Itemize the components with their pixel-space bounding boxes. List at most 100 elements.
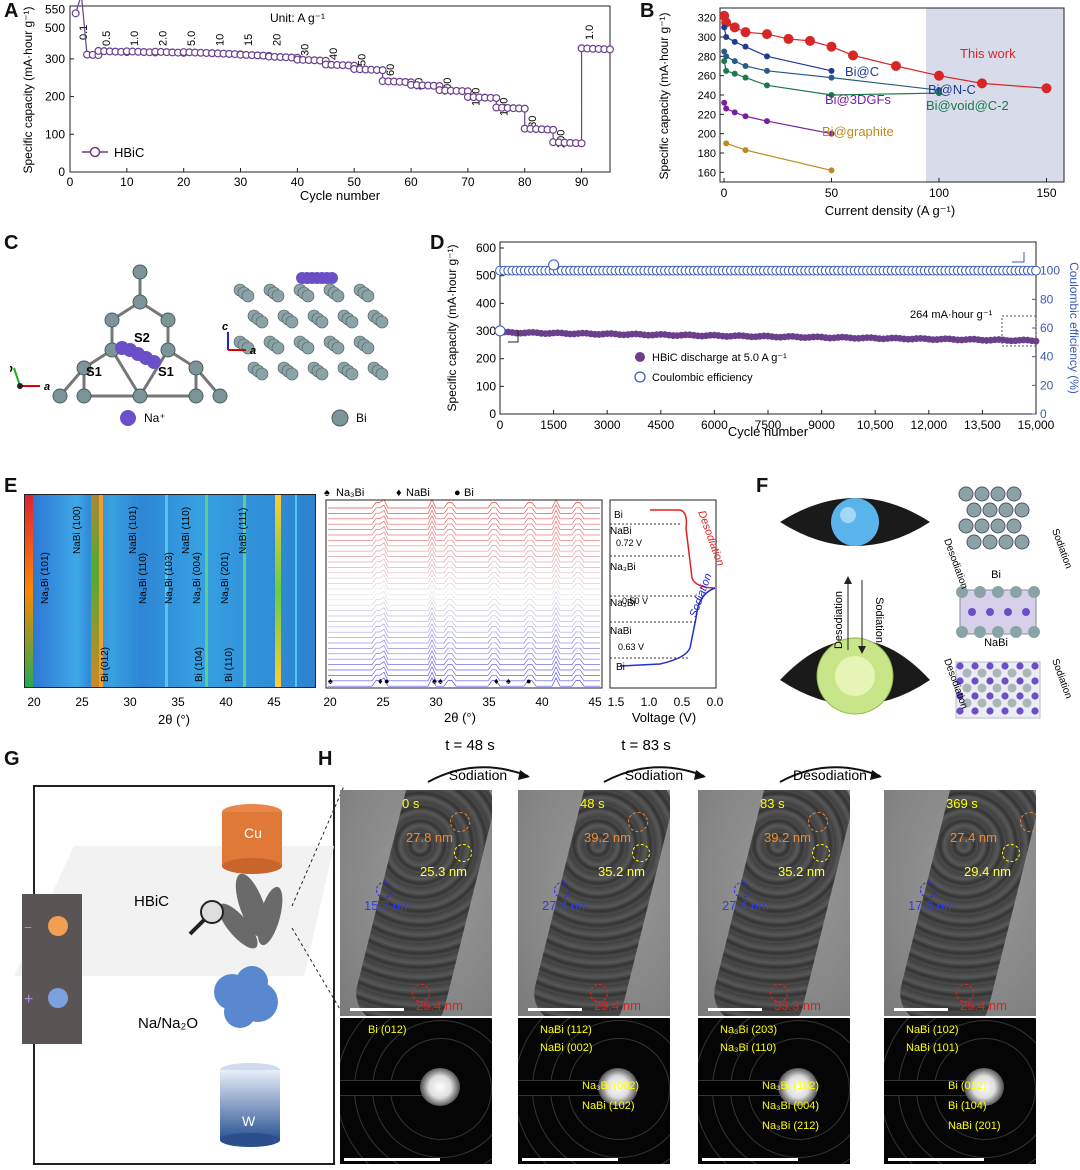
a-xtick: 90 [575,175,589,189]
bi-atom [76,388,92,404]
long-cycling-chart: 0 100 200 300 400 500 600 0 20 40 60 80 100 0 1500 30… [445,241,1080,439]
b-ytick: 280 [698,51,716,63]
a-rate-label: 40 [328,48,340,60]
tem-time: 0 s [402,796,420,811]
a-rate-labels: 0.10.51.02.05.01015203040506080100120150… [78,25,596,148]
saed-label: Bi (012) [368,1024,407,1036]
a-xtick: 70 [461,175,475,189]
svg-text:Na₃Bi: Na₃Bi [610,562,636,573]
svg-text:♦: ♦ [494,676,499,686]
a-point [549,125,558,134]
b-point [764,67,770,74]
bi-atom [160,342,176,358]
svg-text:20: 20 [27,695,41,709]
e-xrd-xlabel: 2θ (°) [444,710,476,725]
b-point [805,35,815,46]
hbic-label: HBiC [134,893,169,910]
h-process-label: Sodiation [625,767,683,783]
na-legend-label: Na⁺ [144,411,166,425]
b-label-binc: Bi@N-C [928,82,976,97]
phase-labels: Bi NaBi Na₃Bi Na₃Bi NaBi Bi 0.72 V 0.50 … [610,510,648,673]
b-point [723,34,730,40]
bi-lattice [52,264,228,404]
b-point [828,167,835,174]
comparison-chart: 160 180 200 220 240 260 280 300 320 0 50 100 150 Sp… [657,7,1065,218]
tem-image: 369 s 27.4 nm 29.4 nm 17.6 nm 29.4 nm [884,790,1036,1016]
site-s1-right: S1 [158,364,174,379]
d-y2tick: 80 [1040,292,1054,306]
d-y-ticks: 0 100 200 300 400 500 600 [476,241,504,421]
d-xtick: 9000 [808,418,835,432]
svg-text:Bi: Bi [614,510,623,521]
svg-text:♠: ♠ [438,676,443,686]
d-y2tick: 60 [1040,321,1054,335]
svg-text:b: b [10,363,13,375]
a-point [520,104,529,113]
svg-text:♠: ♠ [324,487,330,499]
b-point [783,33,794,44]
b-xtick: 0 [721,186,728,200]
operando-xrd-map [24,494,316,688]
a-ytick: 500 [45,21,65,35]
red-size: 33.3 nm [774,998,821,1013]
d-xtick: 0 [497,418,504,432]
map-label-6: Na₃Bi (004) [192,552,203,604]
h-arrow [427,766,529,783]
d-ytick: 500 [476,269,496,283]
svg-text:40: 40 [219,695,233,709]
b-point [721,24,728,31]
red-size: 29.4 nm [416,998,463,1013]
e-map-xlabel: 2θ (°) [158,712,190,727]
orange-size: 27.8 nm [406,830,453,845]
map-label-11: Bi (110) [224,648,235,682]
a-xtick: 80 [518,175,532,189]
xrd-legend: ♠ Na₃Bi ♦ NaBi ● Bi [324,487,474,499]
a-x-ticks: 0 10 20 30 40 50 60 70 80 90 [67,168,589,189]
b-point [721,58,728,65]
cu-label: Cu [244,825,262,841]
saed-label: Na₃Bi (203) [720,1024,778,1036]
b-ytick: 220 [698,109,716,121]
yellow-size: 25.3 nm [420,864,467,879]
mechanism-schematic: Desodiation Sodiation Bi NaBi Desodiatio… [780,486,1074,719]
bi-atom [132,388,148,404]
a-ytick: 100 [45,127,65,141]
a-xtick: 30 [234,175,248,189]
e-v-x-ticks: 1.5 1.0 0.5 0.0 [608,695,724,709]
f-bi-label: Bi [991,569,1001,581]
d-y2-ticks: 0 20 40 60 80 100 [1032,264,1060,421]
b-point [742,43,749,50]
f-nabi-label: NaBi [984,637,1008,649]
b-label-bic: Bi@C [845,64,879,79]
svg-text:45: 45 [588,695,602,709]
rate-capability-chart: Unit: A g⁻¹ 0 100 200 300 500 550 0 10 20 30 40 50… [21,0,614,203]
bi-atom [132,294,148,310]
saed-label: Na₃Bi (002) [582,1080,640,1092]
bi-atom [212,388,228,404]
b-label-thiswork: This work [960,46,1016,61]
d-xtick: 6000 [701,418,728,432]
f-desodiation-mid: Desodiation [833,591,845,649]
tem-time: 369 s [946,796,978,811]
bi-crystal-3d [233,272,389,381]
svg-text:a: a [44,381,50,393]
b-x-ticks: 0 50 100 150 [721,178,1057,200]
tem-time: 83 s [760,796,785,811]
b-point [742,74,749,81]
xrd-map-labels: Na₃Bi (101) NaBi (100) NaBi (101) Na₃Bi … [27,506,281,727]
a-point [492,94,501,103]
w-label: W [242,1113,256,1129]
a-xtick: 60 [404,175,418,189]
svg-text:0.5: 0.5 [674,695,691,709]
b-label-void: Bi@void@C-2 [926,98,1009,113]
a-point [605,45,614,54]
a-rate-label: 1.0 [129,31,141,46]
svg-text:45: 45 [267,695,281,709]
svg-text:30: 30 [123,695,137,709]
saed-label: NaBi (102) [582,1100,635,1112]
map-label-7: Na₃Bi (201) [220,552,231,604]
d-xtick: 12,000 [910,418,947,432]
map-label-5: NaBi (110) [181,507,192,554]
d-xtick: 1500 [540,418,567,432]
axis-indicator-left: b a [10,363,50,393]
